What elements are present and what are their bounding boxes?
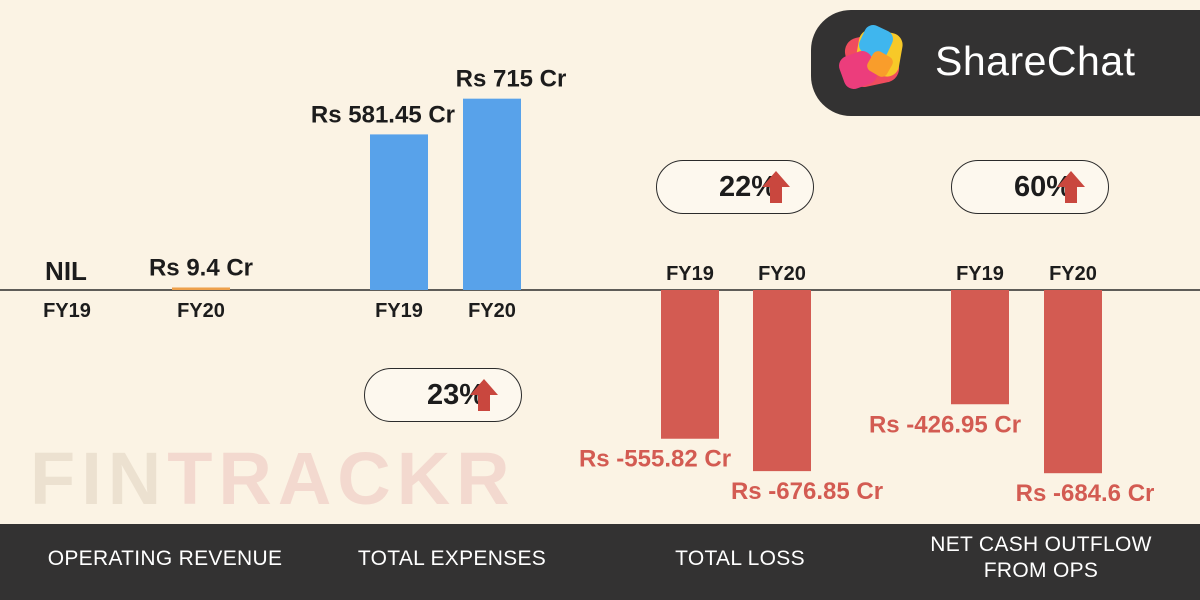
- sharechat-logo-icon: [839, 25, 903, 89]
- bar-3-fy19: [951, 290, 1009, 405]
- value-label-1-1: Rs 715 Cr: [456, 66, 567, 93]
- category-label-2-0: FY19: [666, 263, 714, 285]
- footer-label-operating-revenue: OPERATING REVENUE: [47, 547, 283, 570]
- bar-chart: FY19 NIL FY20 Rs 9.4 Cr FY19 Rs 581.45 Cr FY20…: [0, 66, 1200, 507]
- footer-label-net-cash-outflow: NET CASH OUTFLOW FROM OPS: [930, 533, 1152, 582]
- bar-1-fy19: [370, 134, 428, 290]
- watermark-part-2: TRACKR: [167, 437, 516, 520]
- watermark: FINTRACKR: [30, 436, 516, 521]
- value-label-3-0: Rs -426.95 Cr: [869, 411, 1021, 438]
- brand-name: ShareChat: [935, 38, 1136, 84]
- footer-bar: OPERATING REVENUE TOTAL EXPENSES TOTAL L…: [0, 524, 1200, 600]
- loss-growth-badge: 22%: [656, 160, 814, 214]
- category-label-3-0: FY19: [956, 263, 1004, 285]
- category-label-0-1: FY20: [177, 300, 225, 322]
- cash-outflow-growth-value: 60%: [1013, 171, 1072, 203]
- category-label-1-0: FY19: [375, 300, 423, 322]
- category-label-2-1: FY20: [758, 263, 806, 285]
- category-label-3-1: FY20: [1049, 263, 1097, 285]
- brand-logo-badge: ShareChat: [811, 10, 1200, 116]
- value-label-1-0: Rs 581.45 Cr: [311, 101, 455, 128]
- bar-1-fy20: [463, 98, 521, 290]
- expenses-growth-badge: 23%: [364, 368, 522, 422]
- footer-label-total-expenses: TOTAL EXPENSES: [357, 547, 547, 570]
- cash-outflow-growth-badge: 60%: [951, 160, 1109, 214]
- watermark-part-1: FIN: [30, 437, 168, 520]
- footer-label-total-loss: TOTAL LOSS: [675, 547, 805, 570]
- up-arrow-icon: [762, 171, 790, 203]
- value-label-3-1: Rs -684.6 Cr: [1016, 480, 1155, 507]
- value-label-2-0: Rs -555.82 Cr: [579, 446, 731, 473]
- value-label-0-1: Rs 9.4 Cr: [149, 254, 253, 281]
- up-arrow-icon: [1057, 171, 1085, 203]
- bar-2-fy19: [661, 290, 719, 439]
- category-label-1-1: FY20: [468, 300, 516, 322]
- loss-growth-value: 22%: [718, 171, 777, 203]
- value-label-2-1: Rs -676.85 Cr: [731, 478, 883, 505]
- expenses-growth-value: 23%: [426, 379, 485, 411]
- up-arrow-icon: [470, 379, 498, 411]
- bar-3-fy20: [1044, 290, 1102, 474]
- value-label-0-0: NIL: [45, 256, 87, 286]
- category-label-0-0: FY19: [43, 300, 91, 322]
- bar-2-fy20: [753, 290, 811, 472]
- bar-0-fy20: [172, 287, 230, 290]
